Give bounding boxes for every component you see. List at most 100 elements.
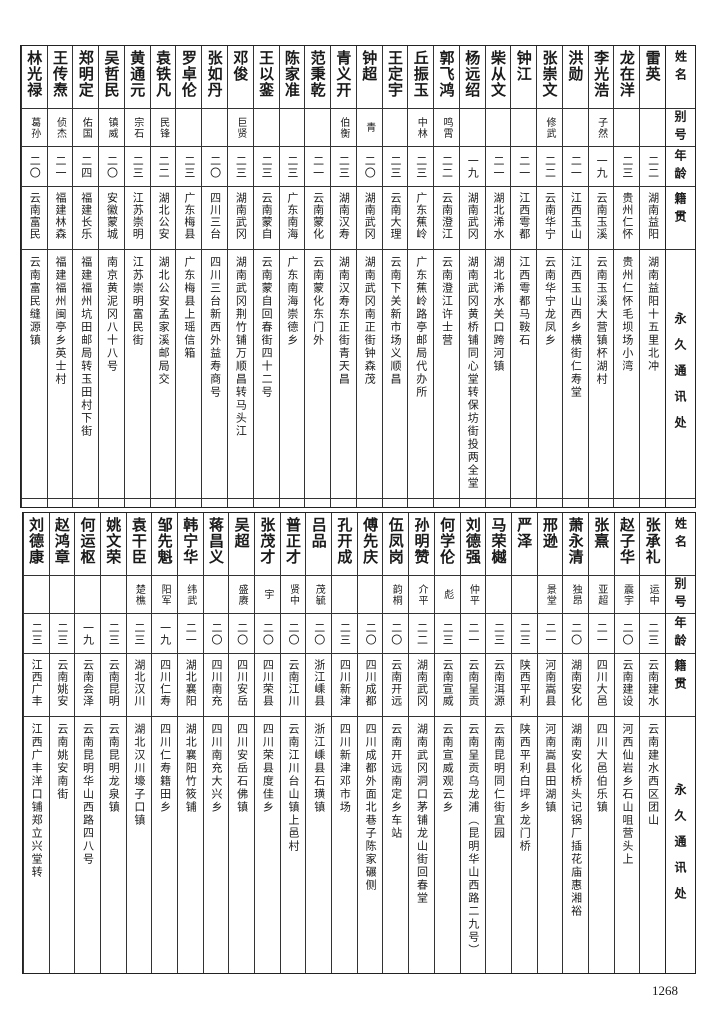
age-text: 二三	[518, 621, 532, 646]
address-text: 广东蕉岭路亭邮局代办所	[414, 256, 428, 399]
name-text: 柴从文	[489, 50, 508, 98]
name-cell: 柴从文	[485, 46, 511, 109]
name-text: 何运枢	[78, 517, 97, 565]
alias-cell: 民锋	[150, 109, 176, 147]
address-text: 云南玉溪大营镇杯湖村	[595, 256, 609, 386]
address-cell: 河南嵩县田湖镇	[538, 717, 563, 973]
header-column: 姓名 别号 年龄 籍贯 永久通讯处	[665, 46, 695, 507]
person-record: 钟江 二一 江西雩都 江西雩都马鞍石	[510, 46, 537, 507]
name-text: 蒋昌义	[206, 517, 225, 565]
name-text: 赵子华	[617, 517, 636, 565]
alias-text: 介平	[415, 583, 427, 606]
address-cell: 福建福州坑田邮局转玉田村下街	[73, 250, 99, 499]
alias-cell: 巨贤	[227, 109, 253, 147]
header-age: 年龄	[666, 614, 695, 654]
person-record: 姚文荣 二三 云南昆明 云南昆明龙泉镇	[99, 513, 126, 973]
address-cell: 江西雩都马鞍石	[511, 250, 537, 499]
name-text: 孔开成	[335, 517, 354, 565]
name-text: 张崇文	[540, 50, 559, 98]
alias-cell: 青	[356, 109, 382, 147]
address-cell: 云南玉溪大营镇杯湖村	[588, 250, 614, 499]
alias-text: 宗石	[131, 116, 143, 139]
origin-text: 云南姚安	[55, 659, 69, 707]
name-cell: 王定宇	[382, 46, 408, 109]
age-text: 一九	[158, 621, 172, 646]
origin-cell: 四川大邑	[588, 654, 614, 717]
age-cell: 二三	[176, 147, 202, 187]
alias-cell: 介平	[409, 576, 434, 614]
address-cell: 云南澄江许士营	[434, 250, 459, 499]
alias-cell: 韵桐	[383, 576, 409, 614]
origin-text: 云南澄江	[440, 192, 454, 240]
name-cell: 韩宁华	[177, 513, 203, 576]
address-text: 四川安岳石佛镇	[235, 723, 249, 814]
person-record: 李光浩 子然 一九 云南玉溪 云南玉溪大营镇杯湖村	[587, 46, 614, 507]
name-text: 袁干臣	[129, 517, 148, 565]
address-text: 云南华宁龙凤乡	[543, 256, 557, 347]
person-record: 刘德康 二三 江西广丰 江西广丰洋口铺郑立兴堂转	[22, 513, 49, 973]
alias-cell	[640, 109, 665, 147]
alias-text: 鸣霄	[440, 116, 452, 139]
person-record: 吴超 盛赓 二〇 四川安岳 四川安岳石佛镇	[228, 513, 254, 973]
age-cell: 二〇	[383, 614, 409, 654]
header-label: 别号	[673, 576, 687, 613]
origin-text: 云南建设	[620, 659, 634, 707]
origin-text: 四川新津	[338, 659, 352, 707]
header-origin: 籍贯	[666, 654, 695, 717]
name-text: 何学伦	[438, 517, 457, 565]
name-cell: 袁干臣	[126, 513, 152, 576]
person-record: 吴哲民 镇威 二〇 安徽蒙城 南京黄泥冈八十八号	[98, 46, 124, 507]
age-text: 二〇	[105, 154, 119, 179]
alias-cell	[176, 109, 202, 147]
origin-cell: 江西玉山	[562, 187, 588, 250]
person-record: 青义开 伯衡 二三 湖南汉寿 湖南汉寿东正街青天昌	[330, 46, 356, 507]
name-cell: 杨远绍	[459, 46, 485, 109]
address-text: 福建福州闽亭乡英士村	[54, 256, 67, 386]
alias-text: 盛赓	[236, 583, 248, 606]
alias-cell	[614, 109, 640, 147]
age-text: 二一	[569, 154, 583, 179]
address-cell: 湖北浠水关口跨河镇	[485, 250, 511, 499]
address-cell: 湖南武冈南正街钟森茂	[356, 250, 382, 499]
person-record: 柴从文 二一 湖北浠水 湖北浠水关口跨河镇	[484, 46, 511, 507]
age-text: 二一	[595, 621, 609, 646]
person-record: 黄通元 宗石 二三 江苏崇明 江苏崇明富民街	[123, 46, 150, 507]
name-text: 郭飞鸿	[437, 50, 456, 98]
alias-cell: 鸣霄	[434, 109, 459, 147]
origin-cell: 云南江川	[280, 654, 306, 717]
address-cell: 江苏崇明富民街	[124, 250, 150, 499]
address-cell: 浙江嵊县石璜镇	[306, 717, 331, 973]
alias-cell: 阳军	[152, 576, 177, 614]
age-text: 二二	[543, 154, 557, 179]
alias-cell: 贤中	[280, 576, 306, 614]
age-text: 二二	[415, 621, 429, 646]
alias-text: 修武	[544, 116, 556, 139]
name-cell: 郑明定	[73, 46, 99, 109]
alias-cell: 宗石	[124, 109, 150, 147]
address-cell: 湖南安化桥头记锅厂插花庙惠湘裕	[563, 717, 588, 973]
age-text: 二一	[466, 621, 480, 646]
header-label: 别号	[673, 109, 687, 146]
origin-text: 广东蕉岭	[414, 192, 428, 240]
address-text: 湖南武冈荆竹铺万顺昌转马头江	[234, 256, 248, 438]
origin-text: 四川三台	[208, 192, 222, 240]
header-address: 永久通讯处	[666, 250, 695, 499]
age-cell: 二二	[434, 147, 459, 187]
person-record: 何运枢 一九 云南会泽 云南昆明华山西路四八号	[74, 513, 100, 973]
origin-text: 福建林森	[54, 192, 67, 240]
age-text: 二〇	[261, 621, 275, 646]
person-record: 赵子华 震宇 二〇 云南建设 河西仙岩乡石山咀营头上	[613, 513, 640, 973]
age-cell: 一九	[459, 147, 485, 187]
alias-cell: 葛孙	[21, 109, 47, 147]
alias-cell: 修武	[537, 109, 562, 147]
age-text: 二一	[54, 154, 67, 179]
alias-cell: 震宇	[614, 576, 640, 614]
address-cell: 云南宣威观云乡	[435, 717, 460, 973]
address-text: 四川荣县度佳乡	[261, 723, 275, 814]
name-text: 郑明定	[76, 50, 95, 98]
origin-text: 广东梅县	[182, 192, 196, 240]
origin-text: 云南蒙自	[260, 192, 274, 240]
age-cell: 二一	[485, 147, 511, 187]
name-text: 萧永清	[566, 517, 585, 565]
alias-text: 民锋	[157, 116, 169, 139]
